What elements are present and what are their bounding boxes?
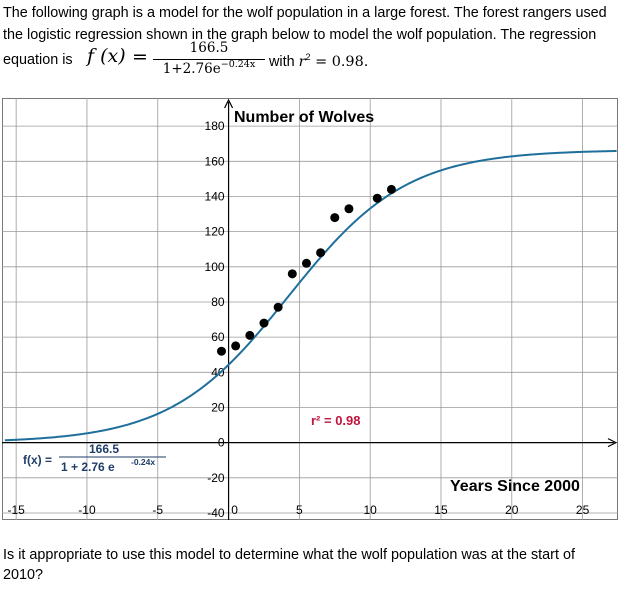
data-point	[273, 302, 283, 312]
x-axis-label: Years Since 2000	[450, 478, 580, 495]
equation-annotation: f(x) = 166.5 1 + 2.76 e -0.24x	[23, 442, 166, 474]
equation-lead-text: equation is	[3, 52, 73, 68]
y-tick-label: 180	[205, 119, 225, 133]
y-tick-label: 160	[205, 154, 225, 168]
data-point	[259, 318, 269, 328]
x-tick-label: 15	[434, 503, 448, 517]
data-point	[216, 346, 226, 356]
wolf-population-chart: -15 -10 -5 0 5 10 15 20 25 -40 -20 0 20 40 60 80 100 120 1…	[2, 98, 618, 520]
data-point	[344, 204, 354, 214]
r-exponent: 2	[305, 52, 311, 62]
tick-labels: -15 -10 -5 0 5 10 15 20 25 -40 -20 0 20 40 60 80 100 120 1…	[7, 119, 589, 520]
y-tick-label: 80	[211, 295, 225, 309]
logistic-model-curve	[4, 149, 617, 442]
data-point	[301, 258, 311, 268]
annotation-lhs: f(x) =	[23, 453, 52, 467]
intro-line-2: the logistic regression shown in the gra…	[3, 27, 597, 43]
equation-function-name: f (x)	[87, 45, 126, 67]
x-tick-label: 20	[505, 503, 519, 517]
x-tick-label: 0	[231, 503, 238, 517]
axes	[2, 98, 618, 520]
chart-frame	[2, 98, 618, 520]
x-axis-arrow	[607, 438, 618, 448]
x-tick-label: 5	[296, 503, 303, 517]
r-squared-label: r² = 0.98	[311, 413, 361, 428]
data-point	[231, 341, 241, 351]
y-tick-label: 120	[205, 225, 225, 239]
data-point	[316, 248, 326, 258]
equation-equals-sign: =	[132, 46, 148, 68]
question-line-2: 2010?	[3, 567, 44, 583]
y-tick-label: 60	[211, 330, 225, 344]
equation-exponent: −0.24x	[220, 59, 256, 70]
data-point	[386, 184, 396, 194]
equation-denominator-base: 1+2.76e	[162, 61, 221, 77]
with-text: with	[269, 53, 295, 70]
r-squared-value: = 0.98.	[310, 53, 369, 70]
intro-line-1: The following graph is a model for the w…	[3, 5, 607, 21]
x-tick-label: -5	[152, 503, 163, 517]
annotation-denominator: 1 + 2.76 e	[61, 460, 115, 474]
equation-denominator: 1+2.76e−0.24x	[153, 59, 265, 77]
intro-text: The following graph is a model for the w…	[3, 2, 631, 46]
data-point	[330, 213, 340, 223]
x-tick-label: 10	[364, 503, 378, 517]
annotation-exponent: -0.24x	[131, 457, 155, 467]
equation-r-squared: with r2 = 0.98.	[269, 52, 368, 70]
data-point	[245, 330, 255, 340]
y-tick-label: 140	[205, 189, 225, 203]
data-point	[287, 269, 297, 279]
y-tick-label: -40	[207, 506, 225, 520]
y-tick-label: 100	[205, 260, 225, 274]
x-tick-label: 25	[576, 503, 590, 517]
equation-numerator: 166.5	[189, 40, 229, 56]
x-tick-label: -15	[7, 503, 25, 517]
equation-fraction-bar	[153, 59, 265, 60]
question-line-1: Is it appropriate to use this model to d…	[3, 547, 575, 563]
chart-title: Number of Wolves	[234, 109, 374, 126]
regression-equation: equation is f (x) = 166.5 1+2.76e−0.24x …	[3, 40, 631, 82]
y-tick-label: 20	[211, 400, 225, 414]
y-tick-label: 0	[218, 436, 225, 450]
y-axis-arrow	[224, 98, 234, 109]
y-tick-label: -20	[207, 471, 225, 485]
grid-lines	[2, 98, 618, 520]
r-symbol: r	[298, 53, 306, 70]
data-point	[372, 193, 382, 203]
annotation-numerator: 166.5	[89, 442, 119, 456]
question-text: Is it appropriate to use this model to d…	[3, 545, 631, 585]
x-tick-label: -10	[78, 503, 96, 517]
data-points	[216, 184, 396, 356]
y-tick-label: 40	[211, 365, 225, 379]
